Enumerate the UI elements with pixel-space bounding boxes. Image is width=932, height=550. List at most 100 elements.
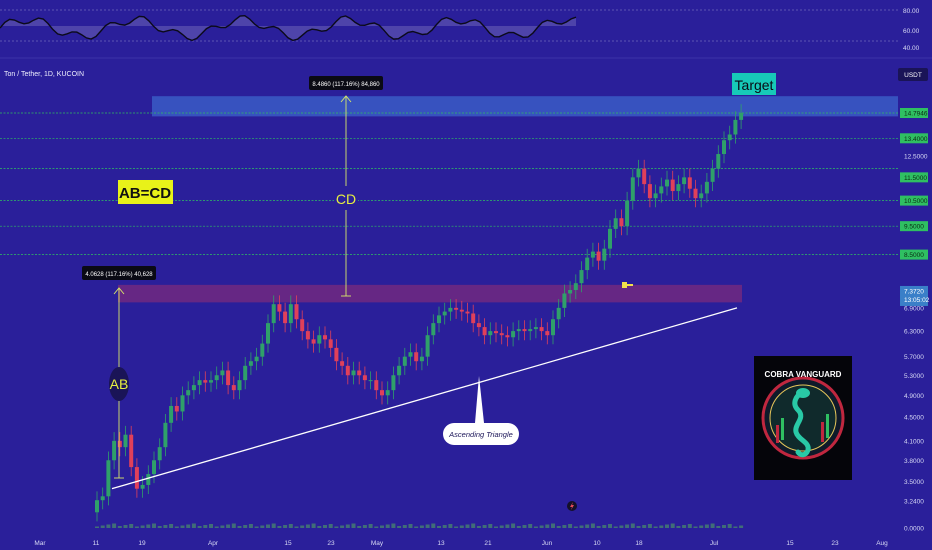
volume-bar bbox=[722, 525, 726, 528]
candle-body bbox=[134, 467, 139, 489]
volume-bar bbox=[123, 525, 128, 528]
volume-bar bbox=[260, 525, 265, 528]
candle-body bbox=[608, 228, 612, 249]
candle-body bbox=[454, 307, 459, 310]
volume-bar bbox=[665, 524, 669, 528]
candle-body bbox=[459, 309, 464, 312]
volume-bar bbox=[442, 525, 447, 528]
volume-bar bbox=[402, 525, 407, 528]
cobra-head-icon bbox=[796, 388, 810, 398]
candle-body bbox=[659, 186, 664, 194]
candle-body bbox=[488, 331, 493, 336]
volume-bar bbox=[237, 526, 242, 528]
candle-body bbox=[146, 474, 151, 485]
candle-body bbox=[260, 343, 265, 357]
volume-bar bbox=[494, 526, 498, 528]
oscillator-line bbox=[0, 14, 577, 42]
cd-label-bg bbox=[334, 186, 358, 210]
candle-body bbox=[630, 177, 635, 201]
volume-bar bbox=[522, 525, 527, 528]
ab-measure[interactable]: 4.0628 (117.16%) 40,628 AB bbox=[82, 266, 156, 479]
volume-bar bbox=[100, 525, 105, 528]
price-tick: 6.3000 bbox=[904, 329, 924, 336]
ab-measure-box bbox=[82, 266, 156, 280]
candle-body bbox=[283, 311, 288, 324]
candle-body bbox=[271, 304, 276, 324]
volume-bar bbox=[727, 524, 732, 528]
candle-body bbox=[226, 370, 231, 386]
volume-bar bbox=[112, 523, 117, 528]
candle-body bbox=[431, 323, 436, 336]
candle-body bbox=[545, 331, 550, 336]
ascending-triangle-callout[interactable]: Ascending Triangle bbox=[443, 376, 519, 445]
candle-body bbox=[106, 460, 111, 497]
candle-body bbox=[163, 422, 168, 448]
candle-body bbox=[636, 168, 641, 178]
ab-arrow-head bbox=[113, 287, 125, 295]
candle-body bbox=[699, 193, 704, 199]
candle-body bbox=[186, 390, 191, 396]
candle-body bbox=[585, 257, 590, 271]
candle-body bbox=[562, 293, 567, 308]
price-label-bg bbox=[900, 195, 928, 206]
price-tick: 8.5000 bbox=[904, 252, 924, 259]
price-tick: 0.0000 bbox=[904, 526, 924, 533]
price-tick: 10.5000 bbox=[904, 198, 928, 205]
symbol-label: Ton / Tether, 1D, KUCOIN bbox=[4, 71, 84, 78]
volume-bar bbox=[528, 524, 533, 528]
candle-body bbox=[647, 184, 652, 199]
volume-bar bbox=[533, 526, 538, 528]
ab-measure-text: 4.0628 (117.16%) 40,628 bbox=[85, 272, 153, 278]
price-label-bg bbox=[900, 108, 928, 118]
flag-icon[interactable] bbox=[622, 282, 633, 288]
candle-body bbox=[642, 168, 647, 185]
candle-body bbox=[220, 370, 225, 376]
candle-body bbox=[180, 395, 185, 412]
volume-bar bbox=[95, 526, 99, 528]
candle-body bbox=[522, 329, 527, 332]
candle-body bbox=[499, 333, 504, 336]
candle-body bbox=[556, 307, 561, 320]
volume-bar bbox=[186, 524, 191, 528]
candle-body bbox=[243, 365, 248, 381]
volume-bar bbox=[271, 523, 276, 528]
volume-bar bbox=[220, 525, 225, 528]
candle-body bbox=[140, 484, 145, 489]
volume-bar bbox=[573, 526, 578, 528]
volume-bar bbox=[157, 526, 162, 528]
price-tick: 3.5000 bbox=[904, 479, 924, 486]
cd-label: CD bbox=[336, 191, 356, 207]
time-tick: 11 bbox=[93, 540, 100, 547]
currency-badge[interactable]: USDT bbox=[904, 72, 922, 79]
volume-bar bbox=[659, 525, 664, 528]
price-tick: 11.5000 bbox=[904, 175, 927, 182]
candle-body bbox=[311, 339, 316, 344]
ascending-trendline[interactable] bbox=[111, 307, 738, 490]
candle-body bbox=[687, 177, 692, 189]
lightning-event-icon[interactable] bbox=[567, 501, 577, 511]
candle-body bbox=[266, 323, 270, 344]
time-tick: 18 bbox=[635, 540, 643, 547]
price-tick: 4.9000 bbox=[904, 393, 924, 400]
volume-bar bbox=[380, 525, 384, 528]
oscillator-tick-60: 60.00 bbox=[903, 28, 920, 35]
volume-bar bbox=[191, 523, 196, 528]
volume-bar bbox=[152, 523, 156, 528]
candle-body bbox=[653, 193, 658, 199]
volume-bar bbox=[345, 524, 350, 528]
cobra-vanguard-logo: COBRA VANGUARD bbox=[754, 356, 852, 480]
cd-measure[interactable]: 8.4860 (117.16%) 84,860 CD bbox=[309, 76, 383, 297]
volume-bar bbox=[385, 524, 390, 528]
candle-body bbox=[214, 375, 219, 381]
candle-body bbox=[248, 361, 253, 366]
volume-bar bbox=[613, 526, 618, 528]
candle-body bbox=[300, 319, 305, 332]
volume-bar bbox=[511, 523, 516, 528]
candle-body bbox=[602, 248, 607, 261]
volume-bar bbox=[248, 524, 253, 528]
volume-bar bbox=[209, 524, 213, 528]
candle-body bbox=[191, 385, 196, 391]
candle-body bbox=[704, 181, 709, 194]
ab-label-bubble bbox=[109, 367, 129, 401]
